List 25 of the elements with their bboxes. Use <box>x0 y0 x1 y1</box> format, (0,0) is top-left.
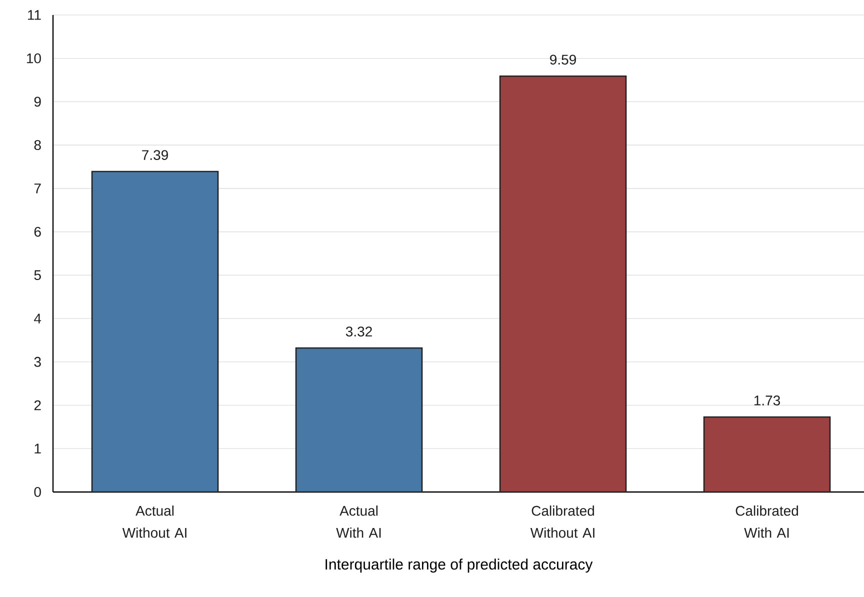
y-tick-label: 3 <box>34 356 41 367</box>
bar <box>703 416 831 493</box>
y-tick-label: 1 <box>34 444 41 454</box>
data-label: 1.73 <box>754 396 780 406</box>
y-tick-label: 11 <box>28 10 41 20</box>
y-tick-label: 8 <box>34 140 41 150</box>
x-tick-label: Actual Without AI <box>122 506 186 538</box>
data-label: 9.59 <box>550 54 576 65</box>
data-label: 3.32 <box>346 326 372 336</box>
y-tick-label: 6 <box>34 226 41 237</box>
bar <box>499 75 627 493</box>
y-tick-label: 9 <box>34 96 41 107</box>
y-tick-label: 0 <box>34 487 41 497</box>
bar <box>295 347 423 493</box>
data-label: 7.39 <box>142 150 168 160</box>
x-tick-label: Calibrated With AI <box>736 506 798 538</box>
x-axis-title: Interquartile range of predicted accuracy <box>326 558 593 573</box>
y-tick-label: 5 <box>34 270 41 280</box>
bar <box>91 170 219 493</box>
x-tick-label: Calibrated Without AI <box>530 506 594 538</box>
y-tick-label: 4 <box>34 314 42 324</box>
y-tick-label: 7 <box>34 184 41 194</box>
y-tick-label: 10 <box>26 53 41 64</box>
y-tick-label: 2 <box>34 400 41 410</box>
x-tick-label: Actual With AI <box>336 506 381 538</box>
